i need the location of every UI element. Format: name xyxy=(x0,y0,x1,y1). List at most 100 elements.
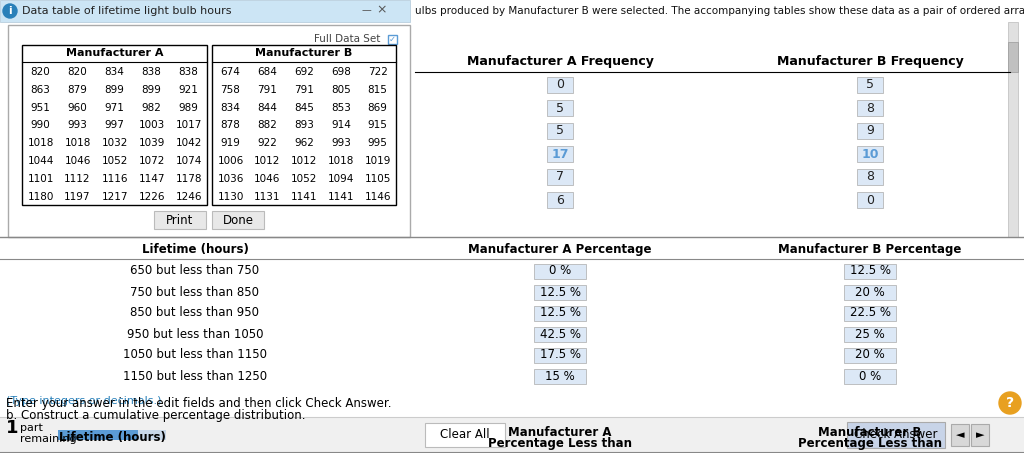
Text: 5: 5 xyxy=(866,78,874,92)
Bar xyxy=(212,45,396,205)
Text: Print: Print xyxy=(166,213,194,226)
Bar xyxy=(22,45,207,205)
Text: Manufacturer B Percentage: Manufacturer B Percentage xyxy=(778,242,962,255)
Text: 698: 698 xyxy=(331,67,351,77)
Bar xyxy=(857,77,883,93)
Text: 1052: 1052 xyxy=(101,156,128,166)
Text: 1017: 1017 xyxy=(175,120,202,130)
Text: 1150 but less than 1250: 1150 but less than 1250 xyxy=(123,370,267,382)
Bar xyxy=(857,100,883,116)
Text: 12.5 %: 12.5 % xyxy=(540,285,581,299)
Text: 758: 758 xyxy=(220,85,241,95)
Text: 879: 879 xyxy=(68,85,87,95)
Bar xyxy=(547,192,573,208)
Bar xyxy=(534,264,586,279)
Text: 971: 971 xyxy=(104,102,125,113)
Text: 838: 838 xyxy=(178,67,199,77)
Text: 845: 845 xyxy=(294,102,314,113)
Text: 1141: 1141 xyxy=(291,192,317,202)
Bar xyxy=(844,327,896,342)
Text: 878: 878 xyxy=(220,120,241,130)
Text: 1101: 1101 xyxy=(28,174,53,184)
Text: 919: 919 xyxy=(220,138,241,148)
Text: 1018: 1018 xyxy=(328,156,354,166)
Text: 1131: 1131 xyxy=(254,192,281,202)
Text: 17.5 %: 17.5 % xyxy=(540,348,581,361)
Text: 5: 5 xyxy=(556,101,564,115)
Text: 820: 820 xyxy=(31,67,50,77)
Text: 990: 990 xyxy=(31,120,50,130)
Text: 750 but less than 850: 750 but less than 850 xyxy=(130,285,259,299)
Text: 1044: 1044 xyxy=(28,156,53,166)
Text: Enter your answer in the edit fields and then click Check Answer.: Enter your answer in the edit fields and… xyxy=(6,396,391,410)
Bar xyxy=(0,0,410,22)
Bar xyxy=(425,423,505,447)
Text: 17: 17 xyxy=(551,148,568,160)
Text: Manufacturer B Frequency: Manufacturer B Frequency xyxy=(776,56,964,68)
Text: 1046: 1046 xyxy=(65,156,91,166)
Bar xyxy=(534,327,586,342)
Text: 1003: 1003 xyxy=(138,120,165,130)
Text: 899: 899 xyxy=(141,85,162,95)
Text: ×: × xyxy=(377,4,387,16)
Bar xyxy=(58,430,138,440)
Text: (Type integers or decimals.): (Type integers or decimals.) xyxy=(6,396,162,406)
Text: 20 %: 20 % xyxy=(855,348,885,361)
Text: 893: 893 xyxy=(294,120,314,130)
Bar xyxy=(857,192,883,208)
Text: Done: Done xyxy=(222,213,254,226)
Text: 1217: 1217 xyxy=(101,192,128,202)
Bar xyxy=(951,424,969,446)
Text: 950 but less than 1050: 950 but less than 1050 xyxy=(127,328,263,341)
Text: 995: 995 xyxy=(368,138,387,148)
Text: 915: 915 xyxy=(368,120,387,130)
Text: 1019: 1019 xyxy=(365,156,391,166)
Text: 42.5 %: 42.5 % xyxy=(540,328,581,341)
Text: 0 %: 0 % xyxy=(859,370,881,382)
Text: 844: 844 xyxy=(257,102,278,113)
Bar xyxy=(547,169,573,185)
Text: Data table of lifetime light bulb hours: Data table of lifetime light bulb hours xyxy=(22,6,231,16)
Text: 1052: 1052 xyxy=(291,174,317,184)
Text: 1178: 1178 xyxy=(175,174,202,184)
Text: 6: 6 xyxy=(556,193,564,207)
Text: 993: 993 xyxy=(68,120,87,130)
Bar xyxy=(534,347,586,362)
Bar xyxy=(534,368,586,384)
Text: 863: 863 xyxy=(31,85,50,95)
Text: 815: 815 xyxy=(368,85,387,95)
Text: 1197: 1197 xyxy=(65,192,91,202)
Text: 1012: 1012 xyxy=(291,156,317,166)
Text: 805: 805 xyxy=(331,85,350,95)
Text: 5: 5 xyxy=(556,125,564,138)
Text: 960: 960 xyxy=(68,102,87,113)
Text: 791: 791 xyxy=(294,85,314,95)
Text: ✓: ✓ xyxy=(389,34,396,43)
Text: Manufacturer B: Manufacturer B xyxy=(818,427,922,439)
Text: 922: 922 xyxy=(257,138,278,148)
Bar xyxy=(138,430,166,440)
Text: 15 %: 15 % xyxy=(545,370,574,382)
Bar xyxy=(844,368,896,384)
Text: 1130: 1130 xyxy=(217,192,244,202)
Text: 650 but less than 750: 650 but less than 750 xyxy=(130,265,259,278)
Text: Manufacturer A: Manufacturer A xyxy=(66,48,163,58)
Bar xyxy=(844,305,896,321)
Text: Full Data Set: Full Data Set xyxy=(313,34,380,44)
Bar xyxy=(857,169,883,185)
Text: 692: 692 xyxy=(294,67,314,77)
Text: 921: 921 xyxy=(178,85,199,95)
Text: 0: 0 xyxy=(866,193,874,207)
Text: 1147: 1147 xyxy=(138,174,165,184)
Text: 1039: 1039 xyxy=(138,138,165,148)
Text: 1042: 1042 xyxy=(175,138,202,148)
Text: 951: 951 xyxy=(31,102,50,113)
Text: 993: 993 xyxy=(331,138,351,148)
Text: 1018: 1018 xyxy=(28,138,53,148)
Bar xyxy=(0,417,1024,453)
Text: 791: 791 xyxy=(257,85,278,95)
Text: 8: 8 xyxy=(866,170,874,183)
Bar xyxy=(388,35,397,44)
Text: 962: 962 xyxy=(294,138,314,148)
Text: 22.5 %: 22.5 % xyxy=(850,307,891,319)
